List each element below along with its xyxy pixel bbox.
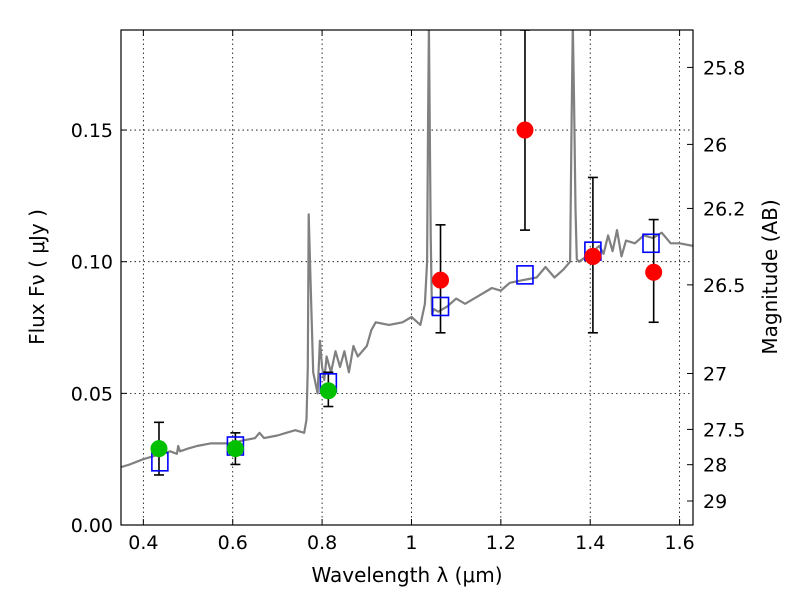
y2-tick-label: 26 xyxy=(703,134,727,156)
tick-labels: 0.4 0.6 0.8 1 1.2 1.4 1.6 0.00 0.05 0.10 0.15 25.8 2… xyxy=(71,57,746,554)
y2-tick-label: 29 xyxy=(703,491,727,513)
red-circle-marker xyxy=(645,263,663,281)
y-axis-title: Flux Fν ( μJy ) xyxy=(25,209,49,345)
x-tick-label: 1.6 xyxy=(664,532,694,554)
green-circle-marker xyxy=(319,382,337,400)
model-spectrum-line xyxy=(121,30,693,469)
green-circle-marker xyxy=(226,440,244,458)
y2-tick-label: 26.5 xyxy=(703,275,745,297)
y2-tick-label: 28 xyxy=(703,455,727,477)
y2-tick-label: 27.5 xyxy=(703,419,745,441)
photometry-square-marker xyxy=(642,233,660,254)
x-tick-label: 0.4 xyxy=(128,532,158,554)
axis-ticks xyxy=(121,30,693,526)
y2-tick-label: 27 xyxy=(703,363,727,385)
green-circle-marker xyxy=(150,440,168,458)
y-tick-label: 0.10 xyxy=(71,252,113,274)
y-tick-label: 0.05 xyxy=(71,383,113,405)
grid-lines xyxy=(121,30,693,526)
y-tick-label: 0.00 xyxy=(71,515,113,537)
red-circle-marker xyxy=(584,247,602,265)
y2-tick-label: 25.8 xyxy=(703,57,745,79)
y-tick-label: 0.15 xyxy=(71,120,113,142)
y2-axis-title: Magnitude (AB) xyxy=(758,199,782,354)
red-circle-marker xyxy=(432,271,450,289)
photometry-square-marker xyxy=(431,296,450,317)
photometry-square-marker xyxy=(516,265,534,285)
model-spectrum xyxy=(121,30,693,469)
x-tick-label: 1 xyxy=(405,532,417,554)
x-axis-title: Wavelength λ (μm) xyxy=(311,563,502,587)
x-tick-label: 0.8 xyxy=(307,532,337,554)
x-tick-label: 1.2 xyxy=(486,532,516,554)
y2-tick-label: 26.2 xyxy=(703,198,745,220)
red-circle-marker xyxy=(516,121,534,139)
x-tick-label: 1.4 xyxy=(575,532,605,554)
error-bars xyxy=(153,30,659,476)
x-tick-label: 0.6 xyxy=(218,532,248,554)
plot-frame xyxy=(120,29,694,526)
data-markers xyxy=(150,121,663,472)
